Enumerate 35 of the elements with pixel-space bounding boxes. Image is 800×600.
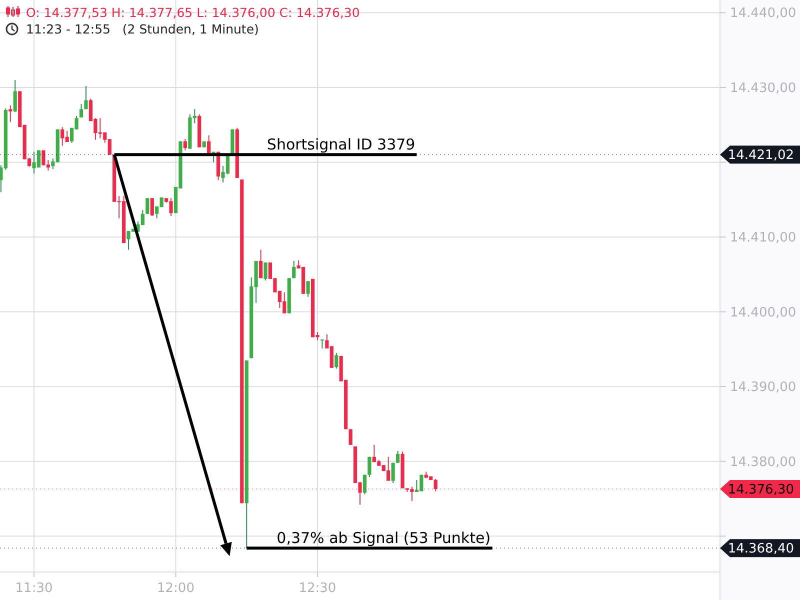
candlestick [13, 80, 17, 113]
ref-line-label: 14.368,40 [728, 542, 794, 557]
ref-line-label: 14.421,02 [728, 148, 794, 164]
ref-line-label: 14.376,30 [728, 482, 794, 498]
candlestick [79, 103, 84, 118]
text: 11:23 - 12:55 (2 Stunden, 1 Minute) [26, 22, 259, 36]
candlestick [8, 104, 12, 122]
annotation: 0,37% ab Signal (53 Punkte) [276, 529, 491, 548]
x-tick-label: 12:00 [157, 581, 194, 596]
candlestick [84, 85, 88, 110]
y-tick-label: 14.380,00 [730, 454, 796, 470]
candlestick [146, 198, 150, 214]
x-tick-label: 12:30 [298, 581, 336, 596]
candlestick [396, 450, 400, 464]
candlestick [207, 134, 211, 154]
candlestick [292, 260, 296, 279]
text: O: 14.377,53 H: 14.377,65 L: 14.376,00 C: 14.376,30 [26, 5, 360, 20]
candlestick [150, 198, 154, 217]
y-tick-label: 14.410,00 [730, 230, 796, 246]
candlestick [362, 474, 367, 495]
y-tick-label: 14.430,00 [730, 80, 796, 96]
annotation: Shortsignal ID 3379 [266, 136, 416, 154]
x-tick-label: 11:30 [15, 581, 53, 596]
candlestick [348, 428, 352, 446]
candlestick [264, 262, 268, 281]
candlestick [391, 462, 395, 484]
y-tick-label: 14.440,00 [730, 6, 796, 22]
candlestick [334, 352, 338, 370]
y-tick-label: 14.390,00 [730, 380, 796, 396]
candlestick [434, 478, 438, 492]
candlestick [183, 138, 187, 151]
candlestick [368, 456, 372, 478]
candlestick [258, 249, 263, 279]
y-tick-label: 14.400,00 [730, 305, 796, 320]
candlestick [306, 280, 310, 298]
